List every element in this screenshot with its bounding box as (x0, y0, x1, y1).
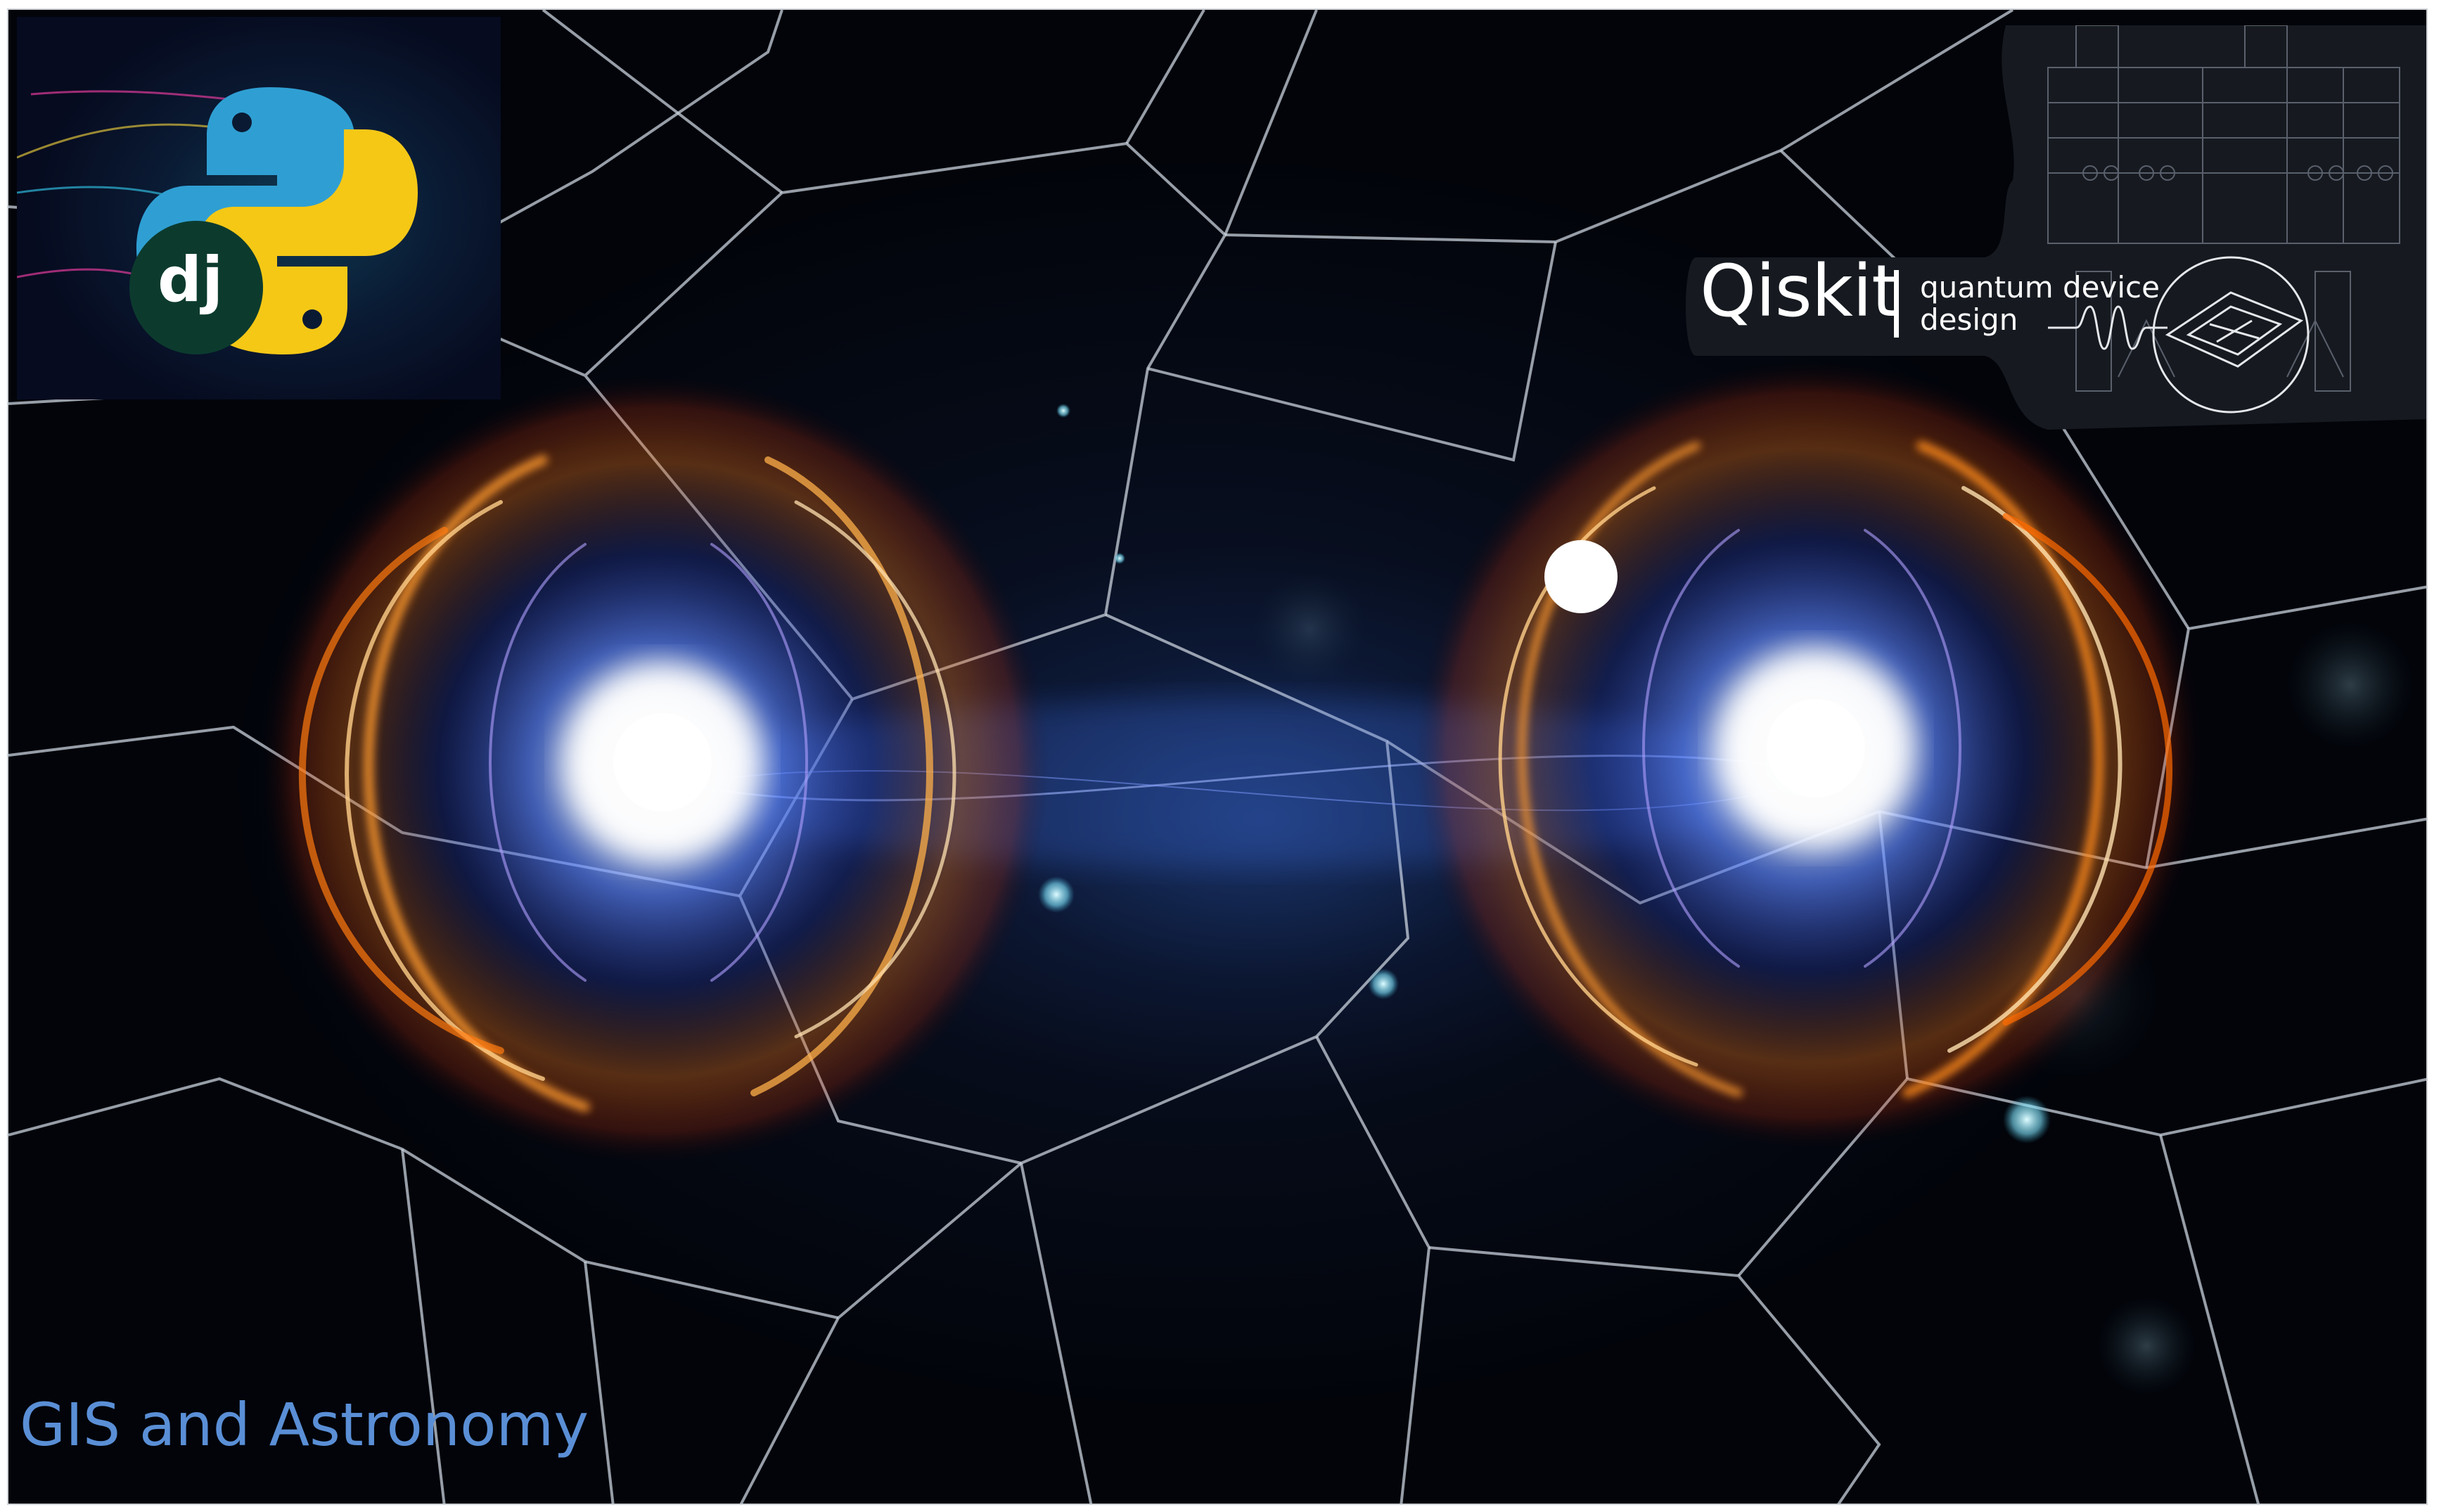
left-quantum-orb (262, 376, 1049, 1163)
qiskit-banner (1682, 25, 2426, 430)
python-logo-icon (17, 87, 418, 354)
django-badge-icon (129, 221, 263, 354)
qiskit-subtitle-line1: quantum device (1920, 270, 2160, 305)
scene-artwork (8, 10, 2426, 1504)
django-badge-text: dj (158, 243, 224, 316)
particles (1038, 404, 2051, 1143)
qiskit-subtitle-line2: design (1920, 302, 2018, 337)
right-quantum-orb (1415, 361, 2203, 1149)
quantum-device-schematic (1686, 25, 2426, 430)
quantum-entanglement-image: dj (7, 8, 2428, 1505)
qiskit-divider (1894, 270, 1899, 338)
caption-text: GIS and Astronomy (20, 1390, 589, 1459)
quantum-chip-icon (2152, 256, 2310, 414)
python-django-logo-tile: dj (17, 17, 501, 399)
qiskit-wordmark: Qiskit (1700, 250, 1900, 333)
white-sphere (1544, 540, 1618, 613)
